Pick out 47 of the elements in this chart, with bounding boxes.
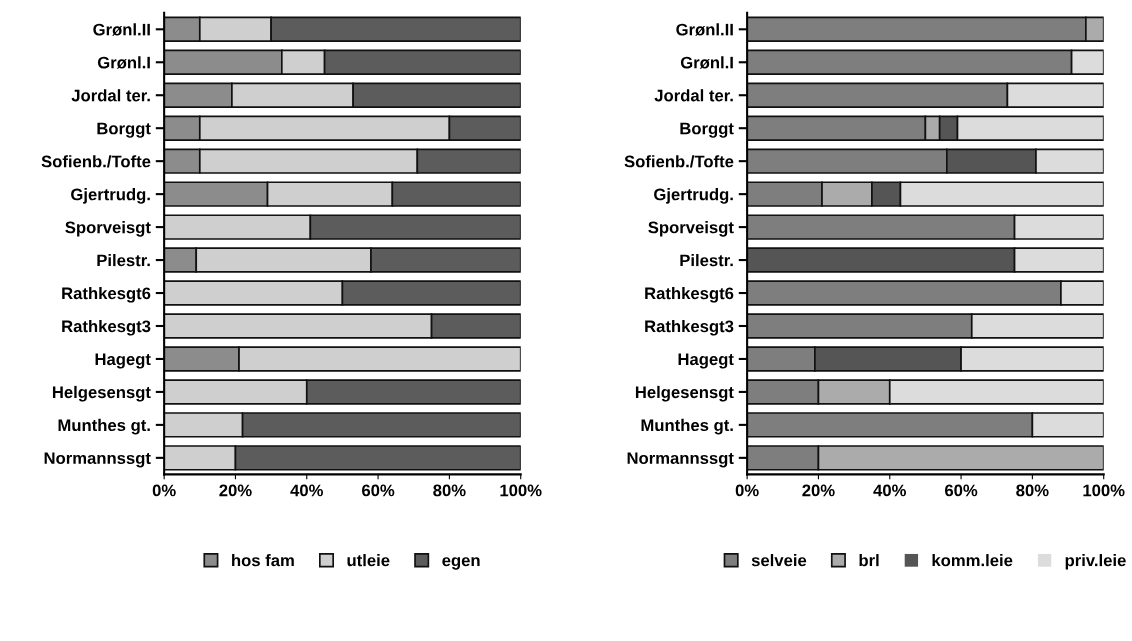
y-tick-label: Sporveisgt [65,221,151,237]
y-tick-label: Jordal ter. [654,89,733,102]
y-tick-label: Pilestr. [680,254,733,267]
legend-label: selveie [751,554,807,567]
y-tick-label: Helgesensgt [635,385,734,402]
y-tick-label: Grønl.I [97,56,150,69]
legend-label: brl [859,554,879,567]
x-tick-label: 20% [219,484,252,497]
legend-label: hos fam [232,554,294,567]
x-tick-label: 60% [945,484,978,497]
y-tick-label: Sofienb./Tofte [41,155,151,168]
y-tick-label: Sporveisgt [648,221,734,237]
y-tick-label: Helgesensgt [52,385,151,402]
x-tick-label: 40% [290,484,324,497]
legend-label: egen [442,557,480,570]
y-tick-label: Rathkesgt6 [645,286,734,303]
y-tick-label: Gjertrudg. [654,188,733,204]
x-tick-label: 20% [802,484,835,497]
x-tick-label: 80% [433,484,466,497]
x-tick-label: 0% [735,484,759,497]
y-tick-label: Normannssgt [44,452,151,468]
y-tick-label: Munthes gt. [58,418,150,435]
x-tick-label: 100% [500,484,542,497]
y-tick-label: Gjertrudg. [71,188,150,204]
y-tick-label: Normannssgt [627,452,734,468]
x-tick-label: 40% [873,484,906,497]
y-tick-label: Hagegt [95,353,151,369]
y-tick-label: Rathkesgt3 [645,319,734,336]
legend-label: komm.leie [932,554,1013,567]
x-tick-label: 60% [362,484,395,497]
legend-label: utleie [347,554,390,567]
y-tick-label: Borggt [680,122,734,138]
y-tick-label: Munthes gt. [641,418,733,435]
y-tick-label: Rathkesgt3 [62,319,151,336]
y-tick-label: Pilestr. [97,254,150,267]
x-tick-label: 0% [152,484,176,497]
y-tick-label: Hagegt [678,353,734,369]
y-tick-label: Grønl.I [680,56,733,69]
x-tick-label: 80% [1016,484,1049,497]
legend-label: priv.leie [1065,554,1126,570]
y-tick-label: Grønl.II [676,23,733,36]
y-tick-label: Grønl.II [93,23,150,36]
y-tick-label: Rathkesgt6 [62,286,151,303]
x-tick-label: 100% [1083,484,1125,497]
y-tick-label: Borggt [97,122,151,138]
y-tick-label: Sofienb./Tofte [624,155,734,168]
y-tick-label: Jordal ter. [71,89,150,102]
